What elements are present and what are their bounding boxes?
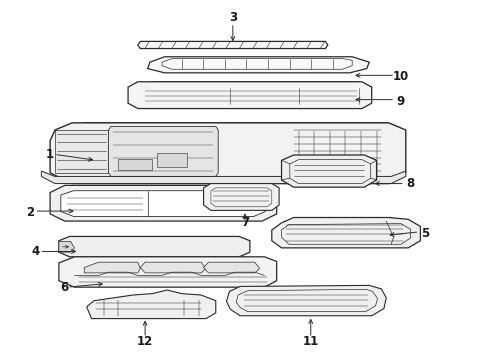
Polygon shape (118, 158, 152, 170)
Text: 10: 10 (393, 70, 409, 83)
Polygon shape (59, 242, 74, 252)
Bar (150, 243, 169, 253)
Text: 4: 4 (31, 245, 40, 258)
Text: 8: 8 (407, 177, 415, 190)
Bar (337, 100, 343, 103)
Bar (301, 88, 360, 104)
Polygon shape (282, 155, 376, 187)
Bar (125, 243, 144, 253)
Polygon shape (157, 153, 187, 167)
Text: 1: 1 (46, 148, 54, 162)
Text: 2: 2 (26, 206, 35, 219)
Polygon shape (109, 126, 218, 176)
Bar (316, 95, 321, 98)
Polygon shape (133, 82, 372, 98)
Text: 9: 9 (397, 95, 405, 108)
Polygon shape (140, 262, 206, 273)
Polygon shape (41, 171, 406, 184)
Polygon shape (138, 41, 328, 49)
Polygon shape (226, 285, 386, 316)
Text: 5: 5 (421, 227, 429, 240)
Bar (348, 90, 354, 93)
Bar (200, 243, 219, 253)
Bar (304, 90, 310, 93)
Bar (150, 194, 261, 213)
Polygon shape (61, 191, 266, 216)
Polygon shape (59, 257, 277, 287)
Text: 3: 3 (229, 11, 237, 24)
Bar (225, 243, 244, 253)
Bar (175, 243, 194, 253)
Bar (74, 243, 93, 253)
Bar (143, 88, 228, 104)
Ellipse shape (145, 303, 160, 309)
Polygon shape (65, 123, 403, 146)
Text: 7: 7 (241, 216, 249, 229)
Bar (326, 90, 332, 93)
Polygon shape (84, 262, 140, 273)
Polygon shape (55, 130, 109, 173)
Polygon shape (203, 184, 279, 210)
Polygon shape (59, 237, 250, 257)
Bar (99, 243, 118, 253)
Polygon shape (50, 123, 406, 184)
Bar (304, 95, 310, 98)
Polygon shape (272, 217, 420, 248)
Bar (326, 100, 332, 103)
Text: 12: 12 (137, 335, 153, 348)
Bar (337, 95, 343, 98)
Bar (348, 100, 354, 103)
Bar (326, 95, 332, 98)
Polygon shape (128, 82, 372, 109)
Bar (316, 90, 321, 93)
Bar (348, 95, 354, 98)
Ellipse shape (139, 300, 166, 311)
Bar (65, 193, 145, 214)
Bar (304, 100, 310, 103)
Polygon shape (87, 290, 216, 319)
Bar (316, 100, 321, 103)
Text: 6: 6 (61, 281, 69, 294)
Bar (337, 90, 343, 93)
Polygon shape (50, 185, 277, 221)
Bar (235, 88, 294, 104)
Text: 11: 11 (303, 335, 319, 348)
Polygon shape (147, 57, 369, 73)
Polygon shape (203, 262, 260, 273)
